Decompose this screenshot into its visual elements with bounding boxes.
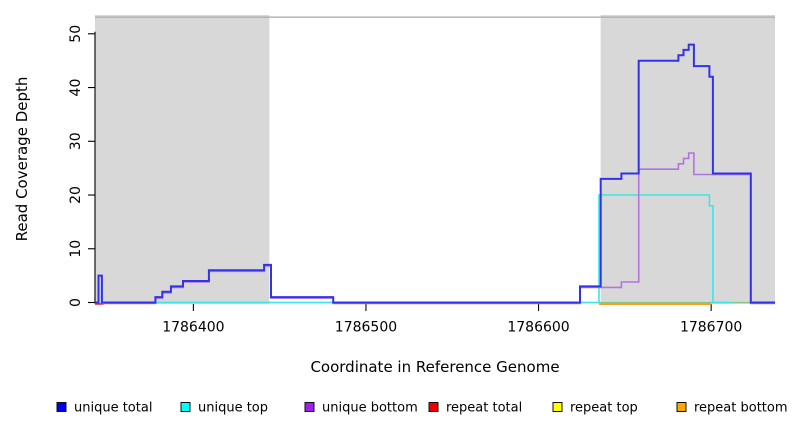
y-axis-title: Read Coverage Depth [13,77,31,242]
shaded-region-2 [600,15,775,304]
legend-label: unique top [198,401,268,416]
x-axis-title: Coordinate in Reference Genome [310,358,559,376]
legend-swatch-unique-total [56,402,67,412]
legend-item-unique-bottom: unique bottom [304,401,418,416]
legend-item-repeat-top: repeat top [552,401,638,416]
legend-item-repeat-bottom: repeat bottom [676,401,788,416]
x-tick-label: 1786400 [162,320,224,336]
series-line-unique_total [95,43,775,304]
x-tick-label: 1786600 [507,320,569,336]
legend-swatch-unique-bottom [304,402,315,412]
x-tick-label: 1786700 [680,320,742,336]
legend: unique total unique top unique bottom repea… [56,401,788,416]
legend-swatch-repeat-total [428,402,439,412]
legend-label: repeat total [446,401,522,416]
y-tick-label: 30 [68,132,84,150]
shaded-region-1 [95,15,270,304]
y-tick-label: 40 [68,79,84,97]
legend-item-unique-total: unique total [56,401,152,416]
legend-label: repeat top [570,401,638,416]
y-tick-label: 0 [68,298,84,307]
legend-swatch-repeat-top [552,402,563,412]
legend-item-unique-top: unique top [180,401,268,416]
y-tick-label: 50 [68,25,84,43]
x-tick-label: 1786500 [335,320,397,336]
legend-label: unique total [74,401,152,416]
legend-swatch-repeat-bottom [676,402,687,412]
legend-item-repeat-total: repeat total [428,401,522,416]
legend-swatch-unique-top [180,402,191,412]
y-tick-label: 10 [68,240,84,258]
y-tick-label: 20 [68,186,84,204]
plot-area: 0 10 20 30 40 50 1786400 1786500 1786600 1786700 [68,15,775,336]
legend-label: unique bottom [322,401,418,416]
legend-label: repeat bottom [694,401,788,416]
